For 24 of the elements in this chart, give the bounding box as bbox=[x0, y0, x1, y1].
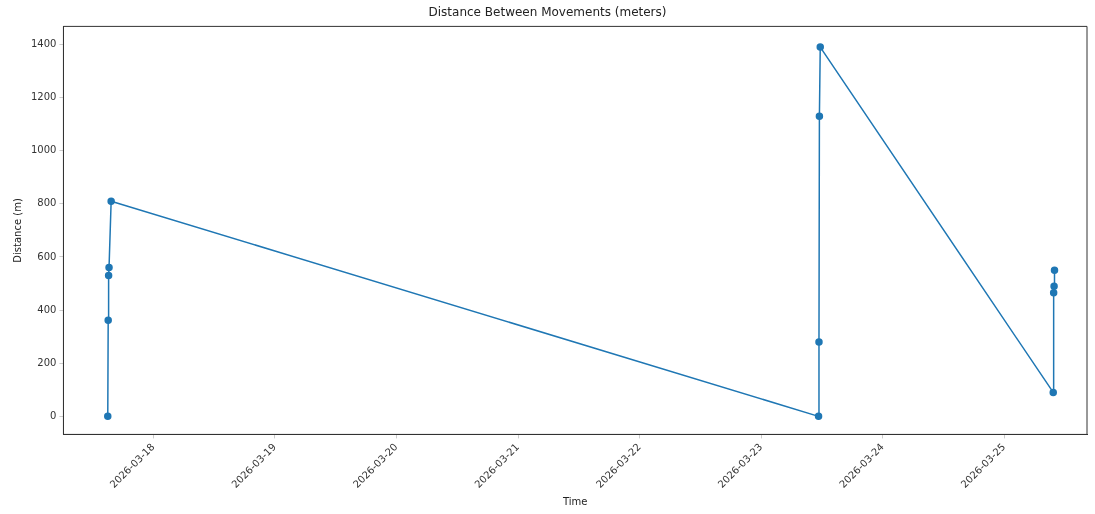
point bbox=[815, 112, 824, 120]
point bbox=[814, 412, 823, 421]
point bbox=[1049, 388, 1057, 397]
y-tick-label: 0 bbox=[50, 409, 57, 421]
y-tick-label: 1000 bbox=[31, 144, 57, 156]
y-tick-label: 400 bbox=[37, 303, 57, 315]
point bbox=[1050, 266, 1059, 275]
y-tick-label: 600 bbox=[37, 250, 57, 262]
y-tick-label: 800 bbox=[37, 197, 57, 209]
chart-title: Distance Between Movements (meters) bbox=[428, 5, 667, 20]
y-tick-label: 1400 bbox=[31, 38, 57, 50]
point bbox=[1049, 289, 1058, 297]
x-axis-title: Time bbox=[561, 495, 588, 507]
point bbox=[104, 316, 112, 324]
y-tick-label: 1200 bbox=[31, 91, 57, 103]
y-tick-label: 200 bbox=[37, 356, 57, 368]
point bbox=[816, 43, 824, 51]
y-axis-title: Distance (m) bbox=[11, 198, 23, 263]
point bbox=[815, 338, 823, 346]
point bbox=[107, 197, 115, 205]
point bbox=[1050, 282, 1058, 290]
point bbox=[105, 263, 113, 272]
point bbox=[104, 412, 112, 421]
point bbox=[104, 271, 113, 280]
